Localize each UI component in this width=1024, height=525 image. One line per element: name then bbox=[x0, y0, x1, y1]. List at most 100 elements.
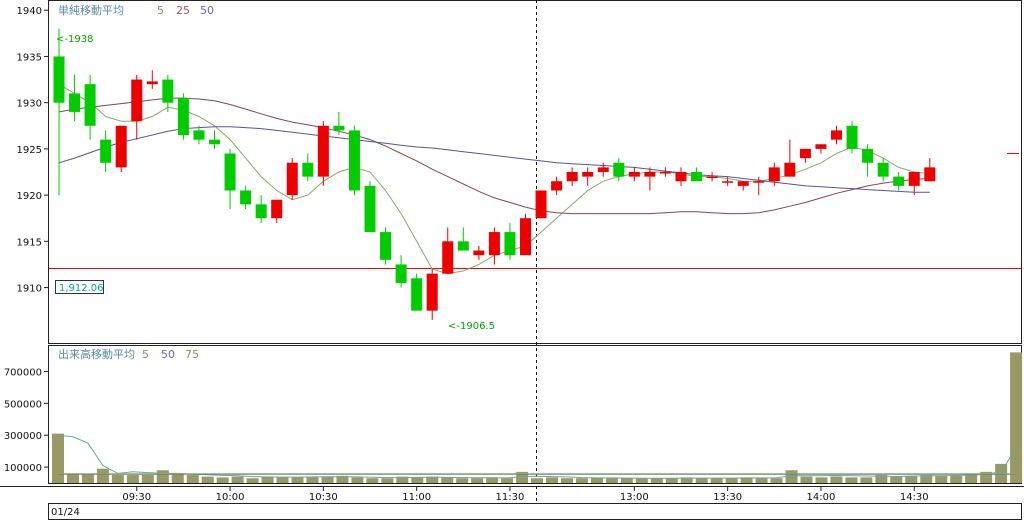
candle-body bbox=[302, 163, 313, 177]
price-indicator-label: 単純移動平均 bbox=[58, 3, 124, 17]
volume-bar bbox=[576, 478, 588, 483]
candle-body bbox=[847, 126, 858, 149]
volume-bar bbox=[621, 478, 633, 483]
volume-tick-label: 300000 bbox=[4, 431, 42, 442]
volume-bar bbox=[651, 478, 663, 483]
volume-bar bbox=[127, 475, 139, 483]
candle-body bbox=[193, 130, 204, 139]
volume-bar bbox=[52, 434, 64, 483]
candle-body bbox=[551, 181, 562, 190]
candle-body bbox=[458, 241, 469, 250]
volume-bar bbox=[905, 476, 917, 483]
time-tick-label: 11:00 bbox=[402, 492, 431, 503]
candle-body bbox=[473, 251, 484, 256]
volume-tick-label: 500000 bbox=[4, 399, 42, 410]
volume-bar bbox=[381, 478, 393, 483]
vol-ma-period-long: 75 bbox=[185, 348, 199, 361]
volume-bar bbox=[771, 478, 783, 483]
volume-bar bbox=[67, 473, 79, 483]
candle-body bbox=[427, 274, 438, 311]
candle-body bbox=[116, 126, 127, 168]
volume-bar bbox=[711, 478, 723, 483]
candle-body bbox=[271, 200, 282, 218]
candle-body bbox=[784, 163, 795, 177]
vol-ma-period-short: 5 bbox=[142, 348, 149, 361]
candle-body bbox=[54, 56, 65, 102]
price-tick-label: 1910 bbox=[17, 284, 42, 295]
price-tick-label: 1915 bbox=[17, 237, 42, 248]
candle-body bbox=[349, 130, 360, 190]
price-tick-label: 1925 bbox=[17, 145, 42, 156]
candle-body bbox=[676, 172, 687, 181]
volume-bar bbox=[157, 470, 169, 483]
volume-bar bbox=[726, 478, 738, 483]
volume-bar bbox=[756, 478, 768, 483]
ma-period-long: 50 bbox=[200, 4, 214, 17]
date-label: 01/24 bbox=[51, 507, 80, 518]
candle-body bbox=[365, 186, 376, 232]
volume-bar bbox=[142, 475, 154, 483]
candle-body bbox=[753, 181, 764, 183]
volume-bar bbox=[441, 477, 453, 483]
volume-bar bbox=[112, 475, 124, 483]
candle-body bbox=[862, 149, 873, 163]
volume-bar bbox=[456, 478, 468, 483]
candle-body bbox=[567, 172, 578, 181]
time-tick-label: 13:00 bbox=[620, 492, 649, 503]
candle-body bbox=[831, 130, 842, 139]
ma-period-short: 5 bbox=[157, 4, 164, 17]
candle-body bbox=[878, 163, 889, 177]
volume-bar bbox=[202, 477, 214, 483]
volume-indicator-label: 出来高移動平均 bbox=[58, 347, 135, 361]
price-tick-label: 1920 bbox=[17, 191, 42, 202]
volume-bar bbox=[636, 478, 648, 483]
vol-ma-period-mid: 50 bbox=[161, 348, 175, 361]
time-tick-label: 13:30 bbox=[713, 492, 742, 503]
candle-body bbox=[209, 140, 220, 145]
max-price-annotation: <-1938 bbox=[56, 34, 93, 45]
candle-body bbox=[536, 190, 547, 218]
volume-bar bbox=[696, 478, 708, 483]
price-tick-label: 1935 bbox=[17, 52, 42, 63]
volume-bar bbox=[217, 477, 229, 483]
volume-bar bbox=[277, 477, 289, 483]
candle-body bbox=[147, 81, 158, 84]
volume-bar bbox=[232, 477, 244, 483]
candle-body bbox=[629, 172, 640, 177]
candle-body bbox=[582, 172, 593, 177]
price-tick-label: 1940 bbox=[17, 6, 42, 17]
volume-bar bbox=[950, 476, 962, 483]
candle-body bbox=[893, 177, 904, 186]
candle-body bbox=[924, 167, 935, 181]
volume-bar bbox=[801, 477, 813, 483]
price-tick-label: 1930 bbox=[17, 99, 42, 110]
candle-body bbox=[660, 172, 671, 174]
volume-bar bbox=[666, 478, 678, 483]
candle-body bbox=[644, 172, 655, 177]
volume-bar bbox=[845, 477, 857, 483]
volume-bar bbox=[830, 477, 842, 483]
current-price-label: 1,912.06 bbox=[59, 283, 104, 294]
volume-bar bbox=[1010, 352, 1022, 483]
date-bar-frame bbox=[49, 504, 1022, 520]
candle-body bbox=[380, 232, 391, 260]
candle-body bbox=[69, 93, 80, 111]
volume-tick-label: 700000 bbox=[4, 367, 42, 378]
volume-bar bbox=[306, 477, 318, 483]
volume-bar bbox=[935, 476, 947, 483]
candle-body bbox=[598, 167, 609, 172]
candle-body bbox=[396, 264, 407, 282]
candle-body bbox=[769, 167, 780, 181]
volume-bar bbox=[172, 474, 184, 483]
candle-body bbox=[287, 163, 298, 195]
volume-bar bbox=[321, 477, 333, 483]
volume-bar bbox=[366, 478, 378, 483]
volume-bar bbox=[890, 477, 902, 483]
volume-bar bbox=[531, 478, 543, 483]
candle-body bbox=[520, 218, 531, 255]
candle-body bbox=[691, 172, 702, 181]
volume-bar bbox=[860, 477, 872, 483]
min-price-annotation: <-1906.5 bbox=[448, 321, 495, 332]
